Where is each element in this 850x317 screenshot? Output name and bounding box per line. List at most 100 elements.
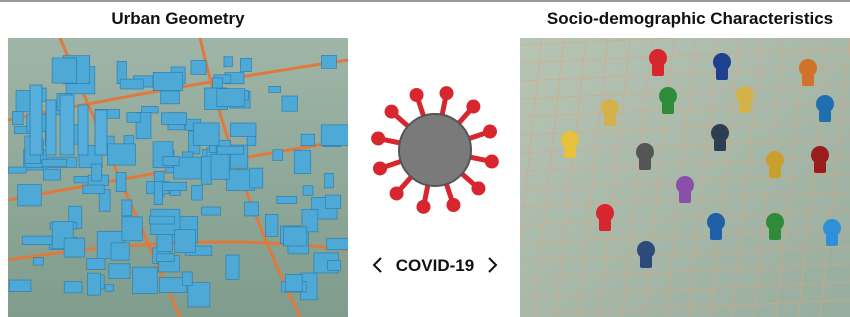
icon [639,158,651,170]
building [201,156,211,184]
building [153,72,182,90]
spike-tip [446,198,460,212]
building [42,159,67,166]
icon [640,256,652,268]
building [92,164,102,181]
panel-title: Urban Geometry [111,9,245,28]
spike-tip [410,88,424,102]
building [120,79,143,89]
icon [739,101,751,113]
building [12,111,23,124]
building [269,86,281,92]
building [161,113,186,125]
building [156,254,174,262]
socio-demographic-image [490,30,850,317]
icon [826,234,838,246]
building [325,195,340,208]
building [83,185,104,194]
building [9,280,31,291]
tower [46,100,56,155]
building [226,255,239,279]
spike-tip [440,86,454,100]
building [245,202,259,216]
icon [652,64,664,76]
building [161,91,180,104]
building [74,176,89,182]
building [224,57,232,67]
panel-title: Socio-demographic Characteristics [547,9,833,28]
spike-tip [371,131,385,145]
building [127,113,140,123]
icon [662,102,674,114]
building [282,96,298,111]
urban-geometry-image [8,38,355,317]
icon [599,219,611,231]
building [211,154,229,179]
building [109,264,130,279]
icon [679,191,691,203]
icon [564,146,576,158]
building [321,55,336,68]
building [111,243,129,260]
building [294,150,310,173]
building [154,181,162,204]
icon [769,228,781,240]
icon [802,74,814,86]
spike-tip [483,125,497,139]
building [325,173,334,188]
tower [60,95,74,155]
building [217,146,244,154]
building [193,123,219,146]
icon [604,114,616,126]
building [321,125,348,146]
icon [714,139,726,151]
building [64,282,82,293]
building [107,144,135,165]
building [191,61,206,75]
building [265,214,277,236]
building [163,156,179,165]
spike-tip [466,100,480,114]
building [175,229,196,252]
building [142,106,159,113]
spike-tip [390,186,404,200]
figure: Urban Geometry Socio-demographic Charact… [0,0,850,317]
spike-tip [373,161,387,175]
building [150,216,175,224]
virus-icon [371,86,499,214]
building [188,283,210,307]
building [43,169,60,180]
building [192,185,203,200]
building [285,274,302,291]
building [327,239,355,250]
building [116,172,126,191]
building [122,217,142,241]
building [202,207,221,215]
icon [769,166,781,178]
building [18,185,42,206]
building [22,236,52,245]
icon [814,161,826,173]
building [273,150,283,161]
icon [710,228,722,240]
building [105,285,113,292]
building [327,260,340,270]
map-line [490,38,520,317]
chevron-right [489,258,496,272]
building [182,272,192,286]
building [277,196,297,203]
spike-tip [485,155,499,169]
center-label: COVID-19 [396,256,474,275]
tower [78,105,88,155]
page: Urban Geometry Socio-demographic Charact… [0,0,850,317]
spike-tip [416,200,430,214]
building [87,273,100,295]
building [230,123,256,137]
virus-body [399,114,471,186]
tower [30,85,42,155]
building [301,134,314,145]
building [64,238,85,257]
icon [716,68,728,80]
tower [95,110,107,155]
spike-tip [471,181,485,195]
